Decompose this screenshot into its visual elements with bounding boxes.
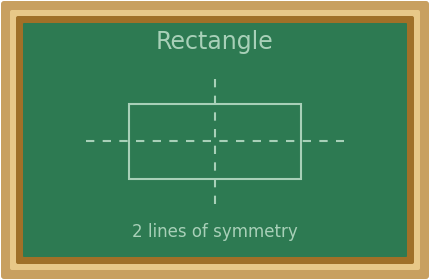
- FancyBboxPatch shape: [23, 23, 407, 257]
- FancyBboxPatch shape: [16, 16, 414, 264]
- Text: Rectangle: Rectangle: [156, 30, 274, 54]
- FancyBboxPatch shape: [10, 10, 420, 270]
- Text: 2 lines of symmetry: 2 lines of symmetry: [132, 223, 298, 241]
- Bar: [129, 104, 301, 179]
